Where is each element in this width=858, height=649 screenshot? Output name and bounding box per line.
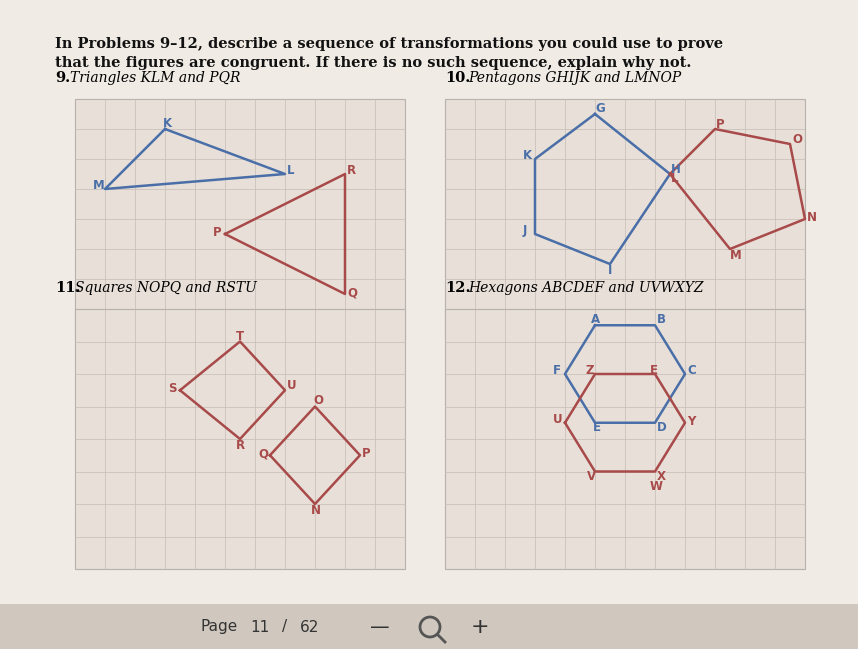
Text: D: D	[657, 421, 667, 434]
Text: O: O	[313, 395, 323, 408]
Text: Triangles KLM and PQR: Triangles KLM and PQR	[70, 71, 240, 85]
Text: Hexagons ABCDEF and UVWXYZ: Hexagons ABCDEF and UVWXYZ	[468, 281, 704, 295]
Text: 12.: 12.	[445, 281, 470, 295]
Text: R: R	[236, 439, 245, 452]
Text: 11: 11	[251, 620, 269, 635]
Text: B: B	[657, 313, 666, 326]
Text: N: N	[311, 504, 321, 517]
Text: P: P	[362, 447, 371, 460]
Text: C: C	[687, 364, 696, 377]
Text: G: G	[595, 102, 605, 115]
Bar	[75, 99, 405, 339]
Text: X: X	[657, 469, 666, 482]
Text: U: U	[553, 413, 563, 426]
Text: P: P	[213, 226, 221, 239]
Text: Q: Q	[347, 286, 357, 299]
Text: L: L	[671, 172, 679, 185]
Text: —: —	[370, 617, 390, 637]
Text: Squares NOPQ and RSTU: Squares NOPQ and RSTU	[75, 281, 257, 295]
Text: K: K	[163, 117, 172, 130]
Text: W: W	[650, 480, 663, 493]
Text: Page: Page	[200, 620, 238, 635]
Text: P: P	[716, 118, 725, 131]
Text: M: M	[93, 179, 105, 192]
Text: E: E	[650, 364, 658, 377]
Text: 62: 62	[300, 620, 320, 635]
Text: L: L	[287, 164, 294, 177]
Text: N: N	[807, 211, 817, 224]
Text: +: +	[471, 617, 489, 637]
Text: In Problems 9–12, describe a sequence of transformations you could use to prove
: In Problems 9–12, describe a sequence of…	[55, 37, 723, 71]
Text: U: U	[287, 379, 297, 392]
Text: 11.: 11.	[55, 281, 81, 295]
Text: K: K	[523, 149, 532, 162]
Text: T: T	[236, 330, 245, 343]
Text: Y: Y	[687, 415, 695, 428]
Text: 9.: 9.	[55, 71, 70, 85]
Text: E: E	[593, 421, 601, 434]
Text: M: M	[730, 249, 742, 262]
Text: F: F	[553, 364, 561, 377]
Text: I: I	[608, 264, 613, 277]
Text: R: R	[347, 164, 356, 177]
Bar	[75, 309, 405, 569]
Text: Pentagons GHIJK and LMNOP: Pentagons GHIJK and LMNOP	[468, 71, 681, 85]
Text: S: S	[168, 382, 177, 395]
Text: Q: Q	[258, 447, 268, 460]
Text: H: H	[671, 163, 681, 176]
Bar	[445, 309, 805, 569]
Bar	[0, 604, 858, 649]
Text: J: J	[523, 224, 528, 237]
Text: 10.: 10.	[445, 71, 470, 85]
Text: Z: Z	[585, 364, 594, 377]
Text: A: A	[591, 313, 600, 326]
Text: V: V	[587, 469, 596, 482]
Bar	[445, 99, 805, 339]
Text: O: O	[792, 133, 802, 146]
Text: /: /	[282, 620, 287, 635]
